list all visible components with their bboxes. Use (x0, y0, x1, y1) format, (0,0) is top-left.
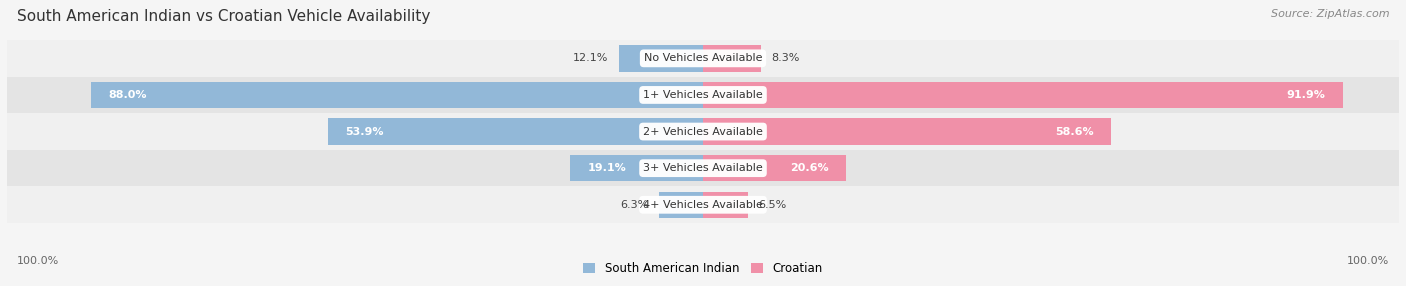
Text: 58.6%: 58.6% (1054, 127, 1094, 136)
Bar (569, 155, 703, 181)
Text: 100.0%: 100.0% (1347, 256, 1389, 266)
Bar (328, 118, 703, 145)
Text: South American Indian vs Croatian Vehicle Availability: South American Indian vs Croatian Vehicl… (17, 9, 430, 23)
Bar (703, 155, 846, 181)
Bar (619, 45, 703, 72)
Bar (7, 40, 1399, 77)
Bar (703, 82, 1343, 108)
Text: 12.1%: 12.1% (574, 53, 609, 63)
Bar (703, 192, 748, 218)
Text: 53.9%: 53.9% (346, 127, 384, 136)
Text: 20.6%: 20.6% (790, 163, 830, 173)
Text: 4+ Vehicles Available: 4+ Vehicles Available (643, 200, 763, 210)
Bar (7, 113, 1399, 150)
Text: 88.0%: 88.0% (108, 90, 146, 100)
Bar (7, 150, 1399, 186)
Text: 6.3%: 6.3% (620, 200, 648, 210)
Text: 8.3%: 8.3% (772, 53, 800, 63)
Text: 91.9%: 91.9% (1286, 90, 1326, 100)
Text: 19.1%: 19.1% (588, 163, 626, 173)
Text: 2+ Vehicles Available: 2+ Vehicles Available (643, 127, 763, 136)
Bar (7, 77, 1399, 113)
Text: 1+ Vehicles Available: 1+ Vehicles Available (643, 90, 763, 100)
Text: Source: ZipAtlas.com: Source: ZipAtlas.com (1271, 9, 1389, 19)
Bar (703, 45, 761, 72)
Bar (703, 118, 1111, 145)
Bar (659, 192, 703, 218)
Text: 3+ Vehicles Available: 3+ Vehicles Available (643, 163, 763, 173)
Text: No Vehicles Available: No Vehicles Available (644, 53, 762, 63)
Text: 100.0%: 100.0% (17, 256, 59, 266)
Bar (90, 82, 703, 108)
Text: 6.5%: 6.5% (759, 200, 787, 210)
Bar (7, 186, 1399, 223)
Legend: South American Indian, Croatian: South American Indian, Croatian (579, 258, 827, 280)
